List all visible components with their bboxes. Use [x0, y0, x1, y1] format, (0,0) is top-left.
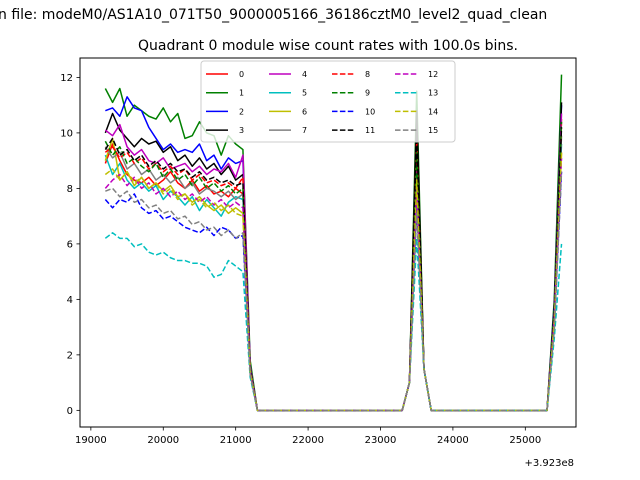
legend-label-15: 15: [428, 126, 438, 135]
series-line-15: [105, 171, 563, 412]
x-tick-label: 23000: [365, 435, 397, 446]
chart-title: Quadrant 0 module wise count rates with …: [138, 38, 518, 54]
legend-label-8: 8: [365, 70, 370, 79]
y-tick-label: 12: [60, 73, 73, 84]
y-tick-label: 6: [67, 239, 73, 250]
legend-label-13: 13: [428, 89, 438, 98]
legend-label-6: 6: [302, 107, 307, 116]
legend-box: [200, 60, 456, 143]
legend-label-1: 1: [239, 89, 244, 98]
axes-frame: [79, 57, 577, 428]
legend-label-12: 12: [428, 70, 438, 79]
x-tick-label: 20000: [147, 435, 179, 446]
y-axis-ticks: 0 2 4 6 8 10 12: [60, 73, 80, 417]
legend-label-10: 10: [365, 107, 375, 116]
x-tick-label: 21000: [220, 435, 252, 446]
legend-label-4: 4: [302, 70, 307, 79]
y-tick-label: 8: [67, 184, 73, 195]
x-offset-label: +3.923e8: [524, 458, 574, 469]
legend-label-0: 0: [239, 70, 244, 79]
x-tick-label: 25000: [509, 435, 541, 446]
x-tick-label: 19000: [75, 435, 107, 446]
legend-label-2: 2: [239, 107, 244, 116]
legend-label-7: 7: [302, 126, 307, 135]
x-axis-ticks: 19000 20000 21000 22000 23000 24000 25000: [75, 427, 541, 446]
figure-suptitle: n file: modeM0/AS1A10_071T50_9000005166_…: [0, 7, 547, 23]
legend-label-11: 11: [365, 126, 375, 135]
y-tick-label: 4: [67, 295, 73, 306]
plot-area: [79, 57, 577, 428]
y-tick-label: 10: [60, 128, 73, 139]
legend-label-5: 5: [302, 89, 307, 98]
y-tick-label: 2: [67, 350, 73, 361]
series-layer: [104, 74, 563, 412]
legend-label-3: 3: [239, 126, 244, 135]
y-tick-label: 0: [67, 406, 73, 417]
series-line-9: [104, 121, 563, 412]
x-tick-label: 24000: [437, 435, 469, 446]
x-tick-label: 22000: [292, 435, 324, 446]
legend-label-14: 14: [428, 107, 438, 116]
legend-label-9: 9: [365, 89, 370, 98]
